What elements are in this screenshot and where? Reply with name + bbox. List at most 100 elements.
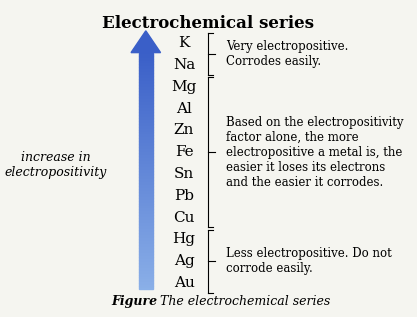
Text: Na: Na xyxy=(173,58,195,72)
Bar xyxy=(139,224,153,227)
Bar xyxy=(139,144,153,147)
Polygon shape xyxy=(131,31,161,53)
Bar xyxy=(139,168,153,171)
Bar xyxy=(139,55,153,59)
Text: Ag: Ag xyxy=(173,254,194,268)
Bar xyxy=(139,189,153,192)
Bar xyxy=(139,76,153,79)
Bar xyxy=(139,112,153,115)
Bar xyxy=(139,70,153,73)
Text: Figure: Figure xyxy=(111,295,157,308)
Bar xyxy=(139,133,153,135)
Bar xyxy=(139,171,153,174)
Bar xyxy=(139,254,153,257)
Bar xyxy=(139,212,153,215)
Bar xyxy=(139,233,153,236)
Text: Pb: Pb xyxy=(174,189,194,203)
Bar xyxy=(139,206,153,210)
Bar xyxy=(139,174,153,177)
Bar xyxy=(139,94,153,97)
Text: increase in
electropositivity: increase in electropositivity xyxy=(4,151,107,179)
Bar xyxy=(139,251,153,254)
Bar xyxy=(139,275,153,277)
Bar xyxy=(139,100,153,103)
Bar xyxy=(139,283,153,286)
Bar xyxy=(139,115,153,118)
Text: Mg: Mg xyxy=(171,80,197,94)
Text: Very electropositive.
Corrodes easily.: Very electropositive. Corrodes easily. xyxy=(226,40,348,68)
Bar xyxy=(139,236,153,239)
Bar xyxy=(139,177,153,180)
Bar xyxy=(139,124,153,126)
Bar xyxy=(139,221,153,224)
Bar xyxy=(139,230,153,233)
Bar xyxy=(139,121,153,124)
Text: K: K xyxy=(178,36,190,50)
Bar xyxy=(139,109,153,112)
Bar xyxy=(139,159,153,162)
Bar xyxy=(139,204,153,206)
Bar xyxy=(139,53,153,55)
Bar xyxy=(139,61,153,64)
Bar xyxy=(139,266,153,268)
Bar xyxy=(139,106,153,109)
Bar xyxy=(139,153,153,156)
Bar xyxy=(139,281,153,283)
Bar xyxy=(139,195,153,197)
Text: Electrochemical series: Electrochemical series xyxy=(102,15,314,32)
Bar xyxy=(139,64,153,68)
Bar xyxy=(139,210,153,212)
Bar xyxy=(139,68,153,70)
Bar xyxy=(139,156,153,159)
Text: Au: Au xyxy=(173,276,194,290)
Text: Fe: Fe xyxy=(175,145,193,159)
Bar xyxy=(139,257,153,260)
Bar xyxy=(139,186,153,189)
Bar xyxy=(139,248,153,251)
Bar xyxy=(139,139,153,141)
Bar xyxy=(139,239,153,242)
Bar xyxy=(139,150,153,153)
Bar xyxy=(139,192,153,195)
Bar xyxy=(139,242,153,245)
Bar xyxy=(139,118,153,121)
Bar xyxy=(139,215,153,218)
Bar xyxy=(139,59,153,61)
Bar xyxy=(139,147,153,150)
Bar xyxy=(139,218,153,221)
Bar xyxy=(139,85,153,88)
Bar xyxy=(139,91,153,94)
Bar xyxy=(139,260,153,263)
Text: Less electropositive. Do not
corrode easily.: Less electropositive. Do not corrode eas… xyxy=(226,247,392,275)
Bar xyxy=(139,126,153,130)
Text: Cu: Cu xyxy=(173,211,195,225)
Bar xyxy=(139,197,153,201)
Bar xyxy=(139,272,153,275)
Text: Sn: Sn xyxy=(174,167,194,181)
Bar xyxy=(139,97,153,100)
Text: Based on the electropositivity
factor alone, the more
electropositive a metal is: Based on the electropositivity factor al… xyxy=(226,116,403,189)
Bar xyxy=(139,180,153,183)
Bar xyxy=(139,245,153,248)
Bar xyxy=(139,201,153,204)
Bar xyxy=(139,130,153,133)
Text: Hg: Hg xyxy=(173,232,196,247)
Bar xyxy=(139,79,153,82)
Text: Zn: Zn xyxy=(174,123,194,138)
Bar xyxy=(139,268,153,272)
Bar xyxy=(139,183,153,186)
Bar xyxy=(139,227,153,230)
Text: The electrochemical series: The electrochemical series xyxy=(160,295,330,308)
Bar xyxy=(139,286,153,289)
Bar xyxy=(139,88,153,91)
Bar xyxy=(139,263,153,266)
Bar xyxy=(139,73,153,76)
Bar xyxy=(139,135,153,139)
Bar xyxy=(139,277,153,281)
Bar xyxy=(139,141,153,144)
Text: Al: Al xyxy=(176,102,192,116)
Bar xyxy=(139,165,153,168)
Bar xyxy=(139,82,153,85)
Bar xyxy=(139,103,153,106)
Bar xyxy=(139,162,153,165)
